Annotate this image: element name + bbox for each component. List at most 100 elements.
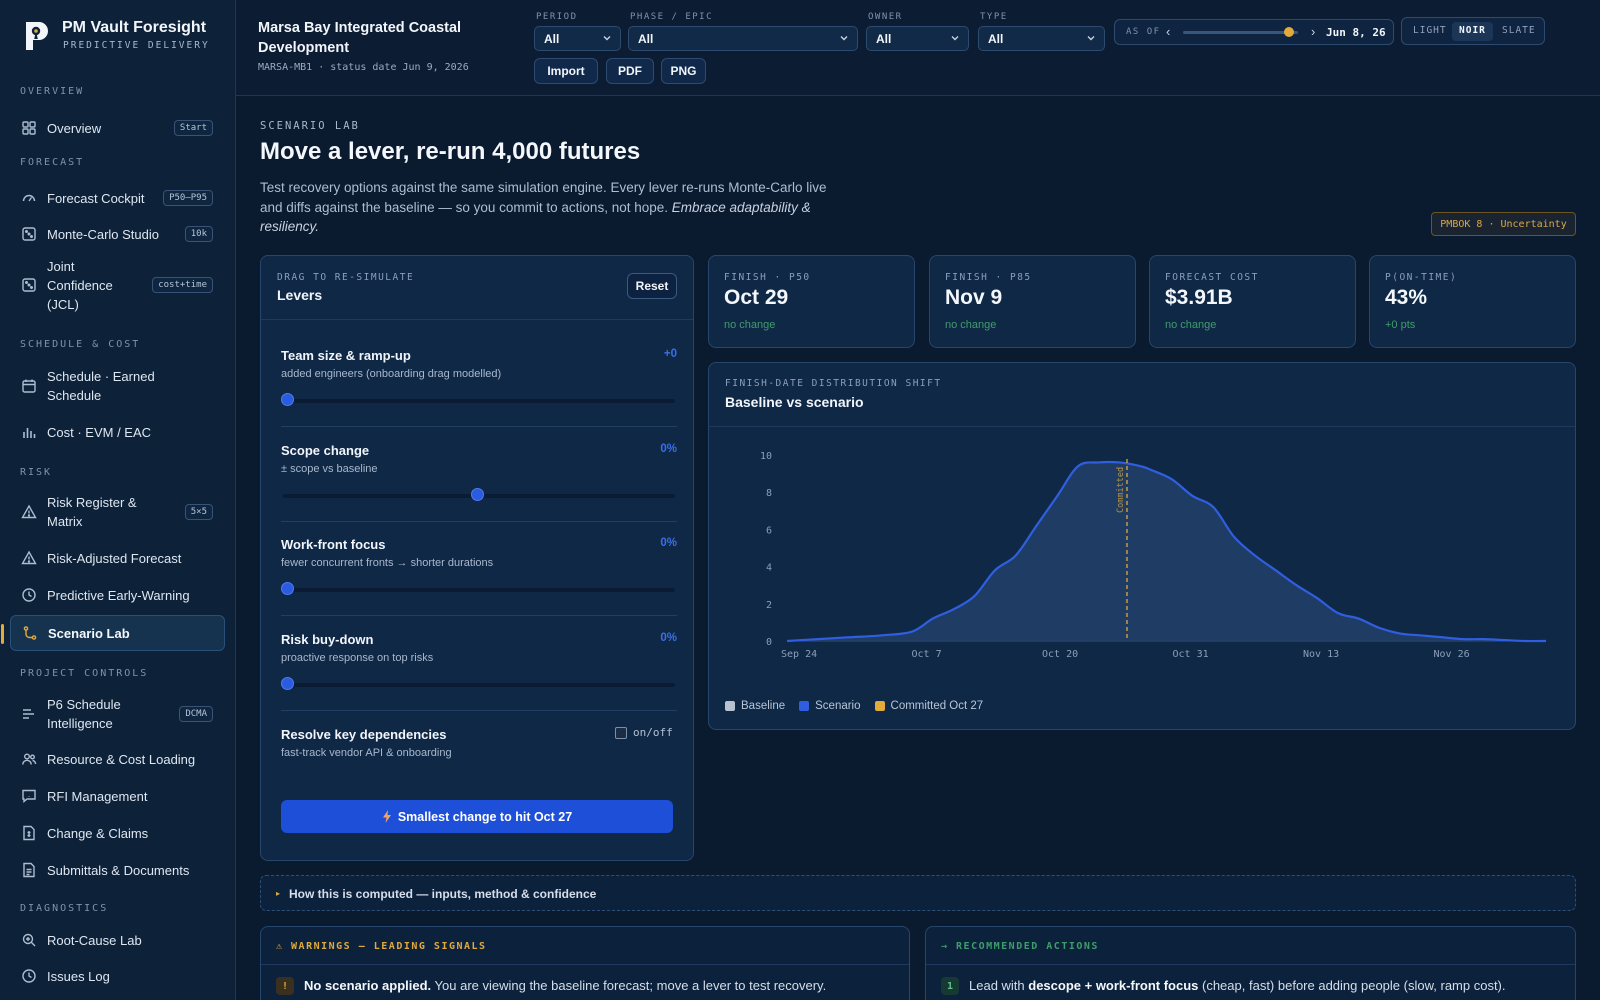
lever-resolve-dependencies: Resolve key dependencies fast-track vend…	[281, 726, 677, 771]
sidebar-item-submittals[interactable]: Submittals & Documents	[10, 852, 225, 888]
sidebar-item-overview[interactable]: Overview Start	[10, 110, 225, 146]
legend-swatch	[874, 701, 885, 711]
import-button[interactable]: Import	[534, 58, 598, 84]
as-of-label: AS OF	[1126, 27, 1161, 37]
sidebar-item-label: Predictive Early-Warning	[47, 587, 190, 603]
lever-slider-thumb[interactable]	[281, 582, 294, 595]
brand-title: PM Vault Foresight	[62, 19, 207, 36]
kpi-label: FINISH · P50	[724, 272, 811, 283]
as-of-slider-track[interactable]	[1183, 31, 1298, 34]
sidebar-item-root-cause[interactable]: Root-Cause Lab	[10, 922, 225, 958]
list-lines-icon	[21, 706, 37, 722]
sidebar-item-label: Change & Claims	[47, 825, 149, 841]
lightning-icon	[382, 810, 391, 823]
lever-slider-track[interactable]	[283, 399, 675, 403]
lever-slider-thumb[interactable]	[471, 488, 484, 501]
sidebar-item-label: Risk Register & Matrix	[47, 495, 137, 529]
divider	[709, 426, 1575, 427]
x-tick-label: Nov 26	[1434, 649, 1470, 660]
chart-title: Baseline vs scenario	[725, 394, 864, 410]
dice-icon	[21, 226, 37, 242]
sidebar-item-evm[interactable]: Cost · EVM / EAC	[10, 414, 225, 450]
pmbok-tag: PMBOK 8 · Uncertainty	[1431, 212, 1576, 236]
sidebar-item-forecast-cockpit[interactable]: Forecast Cockpit P50–P95	[10, 180, 225, 216]
lever-slider-thumb[interactable]	[281, 677, 294, 690]
kpi-finish-p50: FINISH · P50 Oct 29 no change	[708, 255, 915, 348]
theme-slate-option[interactable]: SLATE	[1502, 25, 1536, 36]
kpi-label: FORECAST COST	[1165, 272, 1259, 283]
pdf-button[interactable]: PDF	[606, 58, 654, 84]
smallest-change-button[interactable]: Smallest change to hit Oct 27	[281, 800, 673, 833]
users-icon	[21, 751, 37, 767]
sidebar-item-p6[interactable]: P6 Schedule Intelligence DCMA	[10, 692, 225, 736]
lever-slider-track[interactable]	[283, 588, 675, 592]
kpi-label: P(ON-TIME)	[1385, 272, 1458, 283]
lever-description: fewer concurrent fronts → shorter durati…	[281, 557, 494, 569]
brand[interactable]: PM Vault Foresight PREDICTIVE DELIVERY	[22, 18, 232, 58]
owner-select[interactable]: All	[866, 26, 969, 51]
lever-slider-track[interactable]	[283, 683, 675, 687]
sidebar-item-monte-carlo-studio[interactable]: Monte-Carlo Studio 10k	[10, 216, 225, 252]
phase-select[interactable]: All	[628, 26, 858, 51]
type-filter-label: TYPE	[980, 12, 1008, 22]
legend-item: Scenario	[799, 700, 861, 712]
warning-item: No scenario applied. You are viewing the…	[304, 978, 826, 993]
warning-item-bold: No scenario applied.	[304, 978, 432, 993]
sidebar-item-label: Monte-Carlo Studio	[47, 226, 159, 242]
lever-slider-thumb[interactable]	[281, 393, 294, 406]
period-filter-label: PERIOD	[536, 12, 578, 22]
legend-label: Baseline	[741, 700, 786, 712]
sidebar-item-risk-register[interactable]: Risk Register & Matrix 5×5	[10, 490, 225, 534]
chart-eyebrow: FINISH-DATE DISTRIBUTION SHIFT	[725, 378, 942, 389]
png-button[interactable]: PNG	[661, 58, 706, 84]
warnings-header: ⚠ WARNINGS — LEADING SIGNALS	[276, 941, 487, 952]
dependencies-checkbox[interactable]	[615, 727, 627, 739]
legend-swatch	[725, 701, 735, 711]
lever-team-size: Team size & ramp-up added engineers (onb…	[281, 348, 677, 442]
sidebar-item-resource-loading[interactable]: Resource & Cost Loading	[10, 741, 225, 777]
x-tick-label: Sep 24	[781, 649, 817, 660]
divider	[281, 710, 677, 711]
x-tick-label: Oct 20	[1042, 649, 1078, 660]
type-select[interactable]: All	[978, 26, 1105, 51]
warning-triangle-icon	[21, 550, 37, 566]
nav-section-diagnostics: DIAGNOSTICS	[20, 903, 109, 914]
how-computed-expander[interactable]: ▸ How this is computed — inputs, method …	[260, 875, 1576, 911]
divider	[926, 964, 1575, 965]
warnings-panel: ⚠ WARNINGS — LEADING SIGNALS ! No scenar…	[260, 926, 910, 1000]
baseline-area	[787, 461, 1546, 642]
theme-noir-option[interactable]: NOIR	[1452, 22, 1493, 41]
as-of-prev-button[interactable]: ‹	[1166, 24, 1171, 39]
sidebar-item-rfi[interactable]: RFI Management	[10, 778, 225, 814]
legend-label: Scenario	[815, 700, 861, 712]
sidebar-item-earned-schedule[interactable]: Schedule · Earned Schedule	[10, 364, 225, 408]
period-select[interactable]: All	[534, 26, 621, 51]
sidebar-item-scenario-lab[interactable]: Scenario Lab	[1, 615, 225, 651]
lever-scope-change: Scope change ± scope vs baseline 0%	[281, 443, 677, 537]
lever-description: ± scope vs baseline	[281, 463, 378, 475]
sidebar-item-jcl[interactable]: Joint Confidence (JCL) cost+time	[10, 255, 225, 315]
brand-subtitle: PREDICTIVE DELIVERY	[63, 40, 210, 51]
levers-title: Levers	[277, 287, 323, 303]
how-computed-label: How this is computed — inputs, method & …	[289, 887, 597, 901]
lever-value: 0%	[660, 443, 677, 455]
nav-section-forecast: FORECAST	[20, 157, 85, 168]
sidebar-item-change-claims[interactable]: Change & Claims	[10, 815, 225, 851]
lever-name: Risk buy-down	[281, 632, 374, 647]
theme-light-option[interactable]: LIGHT	[1413, 25, 1447, 36]
reset-button[interactable]: Reset	[627, 273, 677, 299]
as-of-next-button[interactable]: ›	[1311, 24, 1316, 39]
sidebar-item-label: Cost · EVM / EAC	[47, 424, 152, 440]
y-tick-label: 0	[766, 637, 772, 648]
sidebar-item-issues-log[interactable]: Issues Log	[10, 958, 225, 994]
sidebar-item-early-warning[interactable]: Predictive Early-Warning	[10, 577, 225, 613]
project-meta: MARSA-MB1 · status date Jun 9, 2026	[258, 62, 469, 73]
sidebar-item-label: Resource & Cost Loading	[47, 751, 196, 767]
intro-emphasis: Embrace adaptability & resiliency.	[260, 199, 811, 235]
clock-icon	[21, 968, 37, 984]
sidebar-item-risk-adjusted-forecast[interactable]: Risk-Adjusted Forecast	[10, 540, 225, 576]
sidebar-item-label: Joint Confidence (JCL)	[47, 258, 113, 312]
as-of-slider-thumb[interactable]	[1283, 27, 1294, 37]
nav-badge: P50–P95	[163, 190, 213, 206]
nav-badge: Start	[173, 120, 213, 136]
